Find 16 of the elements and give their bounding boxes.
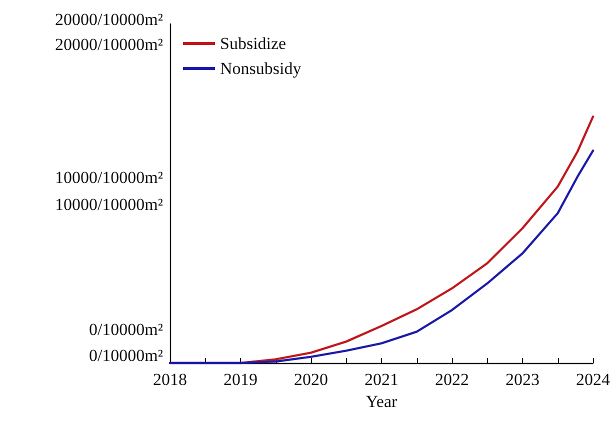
x-tick-label: 2024 [576,370,610,389]
x-tick-label: 2021 [364,370,398,389]
x-tick-label: 2018 [153,370,187,389]
text: 0/10000m² [88,346,164,365]
text: 0/10000m² [88,320,164,339]
legend-label: Nonsubsidy [220,59,302,78]
x-tick-label: 2020 [294,370,328,389]
text: 20000/10000m² [54,10,164,29]
x-axis-title: Year [366,392,398,411]
text: 10000/10000m² [54,195,164,214]
text: 10000/10000m² [54,168,164,187]
text: 20000/10000m² [54,35,164,54]
x-tick-label: 2019 [224,370,258,389]
x-tick-label: 2023 [506,370,540,389]
x-tick-label: 2022 [435,370,469,389]
legend-label: Subsidize [220,34,286,53]
